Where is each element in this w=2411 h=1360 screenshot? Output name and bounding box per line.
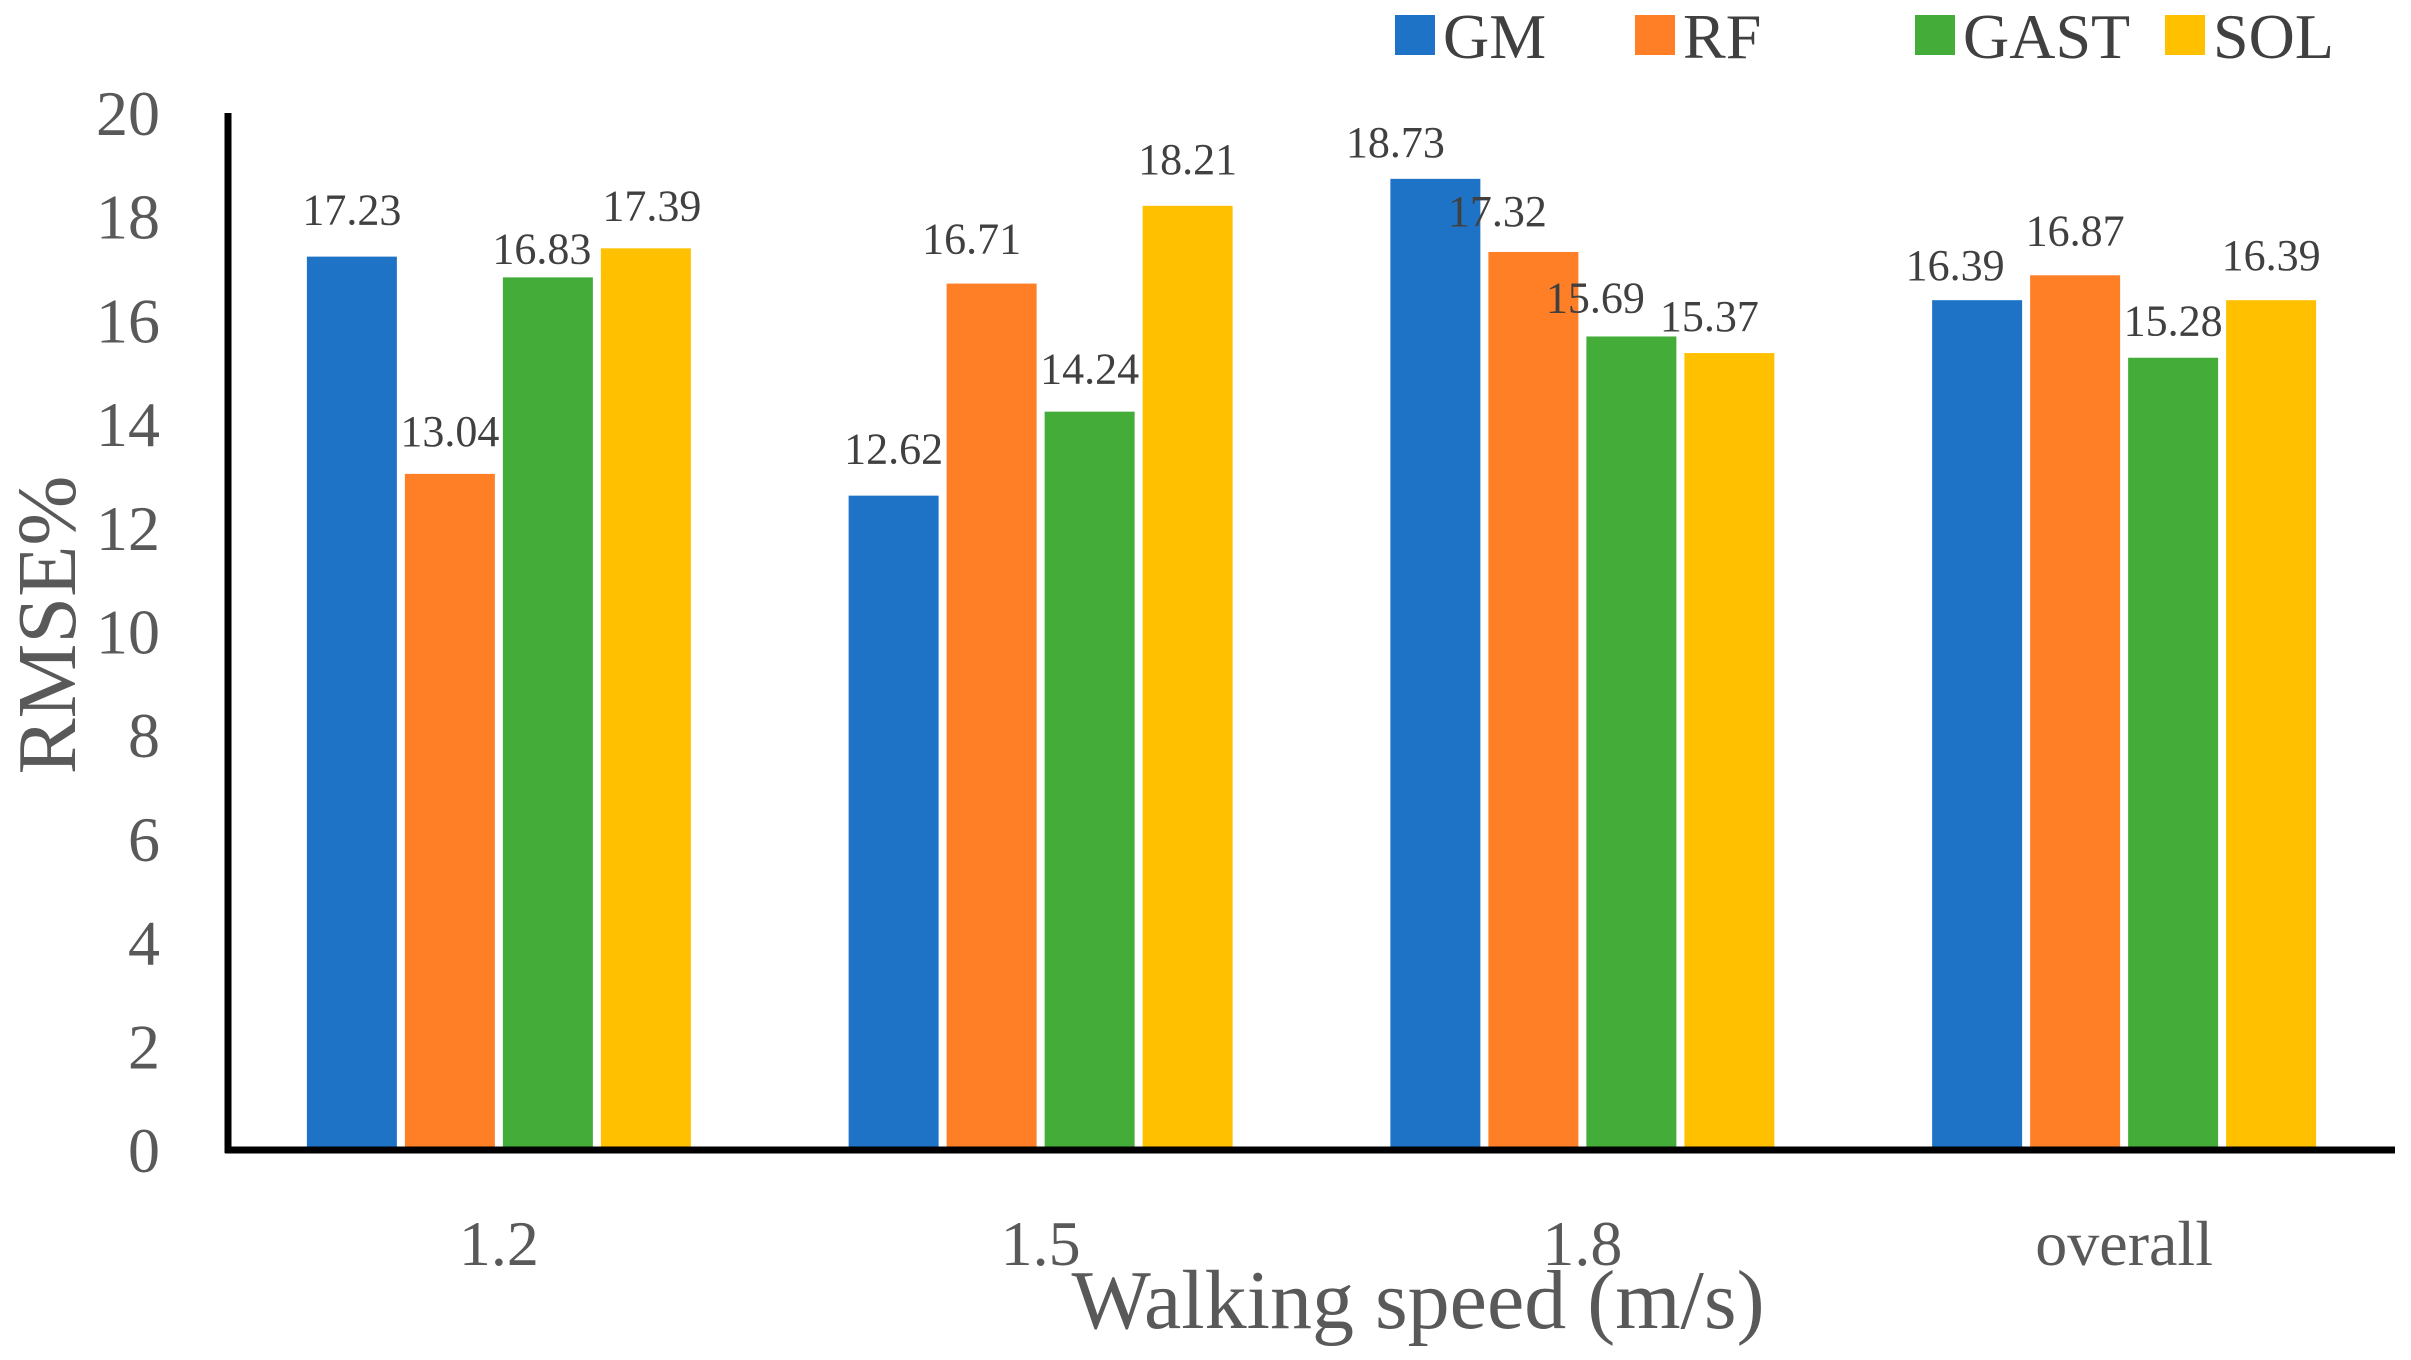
legend-label-gast: GAST [1963, 1, 2130, 72]
y-tick-label: 10 [96, 597, 160, 668]
bar-rf-1-8 [1488, 251, 1579, 1150]
y-tick-label: 12 [96, 493, 160, 564]
y-tick-label: 16 [96, 285, 160, 356]
y-tick-label: 2 [128, 1011, 160, 1082]
legend-swatch-gast [1915, 15, 1955, 55]
legend-swatch-rf [1635, 15, 1675, 55]
data-label-gast-1-2: 16.83 [492, 224, 591, 273]
data-label-sol-1-5: 18.21 [1138, 135, 1237, 184]
data-label-sol-overall: 16.39 [2222, 231, 2321, 280]
data-label-gm-1-8: 18.73 [1346, 118, 1445, 167]
legend-swatch-sol [2165, 15, 2205, 55]
bar-rf-1-5 [946, 283, 1037, 1150]
y-axis-title: RMSE% [1, 476, 94, 775]
bar-gm-1-2 [306, 256, 397, 1150]
x-tick-label: overall [2035, 1208, 2213, 1279]
y-tick-label: 14 [96, 389, 160, 460]
x-tick-label: 1.8 [1542, 1208, 1622, 1279]
legend-label-gm: GM [1443, 1, 1546, 72]
bar-sol-1-2 [600, 248, 691, 1151]
data-label-gast-overall: 15.28 [2124, 297, 2223, 346]
data-label-rf-1-8: 17.32 [1448, 187, 1547, 236]
bar-gast-overall [2128, 357, 2219, 1150]
bar-gast-1-2 [502, 277, 593, 1150]
data-label-rf-overall: 16.87 [2026, 206, 2125, 255]
data-label-sol-1-8: 15.37 [1660, 292, 1759, 341]
bar-sol-overall [2226, 300, 2317, 1151]
data-label-sol-1-2: 17.39 [602, 181, 701, 230]
y-axis-ticks: 0 2 4 6 8 10 12 14 16 18 20 [96, 78, 160, 1186]
x-axis-title: Walking speed (m/s) [1071, 1254, 1764, 1347]
data-label-gast-1-8: 15.69 [1546, 273, 1645, 322]
data-label-gast-1-5: 14.24 [1040, 345, 1139, 394]
data-label-rf-1-5: 16.71 [922, 215, 1021, 264]
bar-gm-overall [1932, 300, 2023, 1151]
data-label-gm-1-5: 12.62 [844, 425, 943, 474]
x-axis-tick-labels: 1.2 1.5 1.8 overall [459, 1208, 2213, 1279]
x-tick-label: 1.2 [459, 1208, 539, 1279]
legend-label-sol: SOL [2213, 1, 2334, 72]
legend-swatch-gm [1395, 15, 1435, 55]
x-tick-label: 1.5 [1001, 1208, 1081, 1279]
legend: GM RF GAST SOL [1395, 1, 2334, 72]
y-tick-label: 20 [96, 78, 160, 149]
bars [306, 178, 2317, 1151]
bar-gast-1-8 [1586, 336, 1677, 1150]
y-tick-label: 6 [128, 804, 160, 875]
bar-gm-1-8 [1390, 178, 1481, 1151]
bar-rf-1-2 [404, 473, 495, 1151]
data-label-rf-1-2: 13.04 [400, 407, 499, 456]
bar-gm-1-5 [848, 495, 939, 1150]
y-tick-label: 18 [96, 182, 160, 253]
data-label-gm-1-2: 17.23 [302, 186, 401, 235]
bar-rf-overall [2030, 275, 2121, 1150]
bar-sol-1-5 [1142, 205, 1233, 1150]
bar-sol-1-8 [1684, 353, 1775, 1150]
legend-label-rf: RF [1683, 1, 1761, 72]
y-tick-label: 0 [128, 1115, 160, 1186]
y-tick-label: 4 [128, 908, 160, 979]
bar-gast-1-5 [1044, 411, 1135, 1150]
y-tick-label: 8 [128, 700, 160, 771]
data-label-gm-overall: 16.39 [1906, 241, 2005, 290]
